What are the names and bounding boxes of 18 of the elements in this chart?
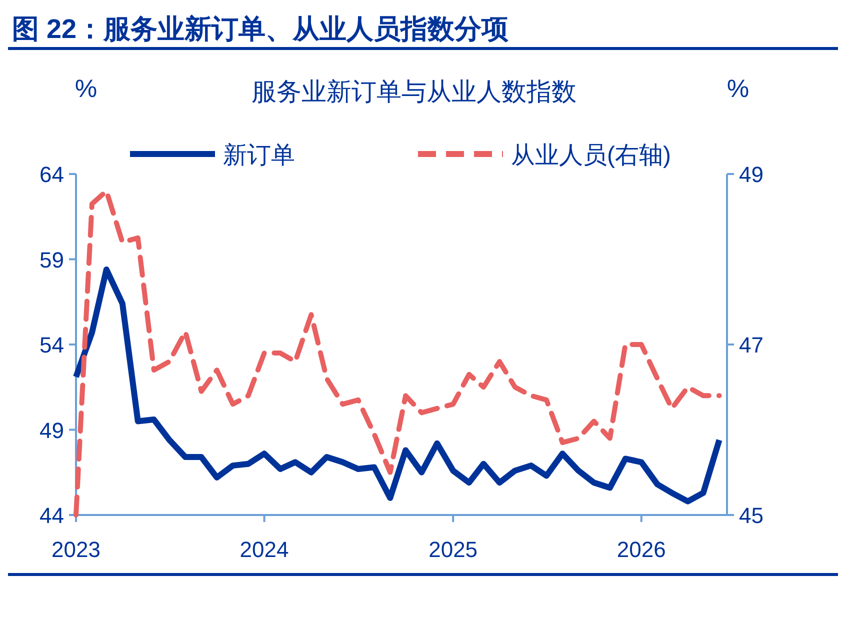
y-tick-label: 54 [40,332,64,358]
y-axis-title: % [74,75,98,103]
y2-tick-label: 45 [739,503,764,528]
y2-axis-title: % [726,75,750,103]
legend-label: 新订单 [223,142,295,169]
x-tick-label: 2025 [428,537,478,562]
y-tick-label: 49 [40,418,64,443]
x-tick-label: 2024 [240,537,289,562]
chart-title: 图 22：服务业新订单、从业人员指数分项 [12,14,509,44]
y-tick-label: 59 [40,247,64,272]
y2-tick-label: 47 [739,332,764,358]
y-tick-label: 64 [40,162,64,187]
y-tick-label: 44 [40,503,64,528]
y2-tick-label: 49 [739,162,764,187]
x-tick-label: 2026 [616,537,666,562]
x-tick-label: 2023 [52,537,100,562]
legend-label: 从业人员(右轴) [511,142,671,169]
chart-subtitle: 服务业新订单与从业人数指数 [252,78,576,106]
